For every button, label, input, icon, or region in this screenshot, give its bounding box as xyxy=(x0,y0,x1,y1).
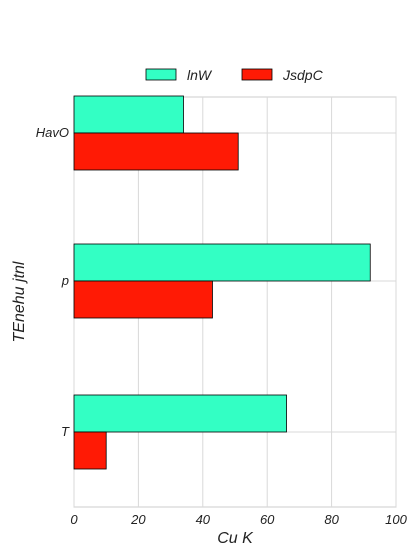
legend-swatch-series-2 xyxy=(242,69,272,80)
y-tick-labels: HavO p T xyxy=(36,125,70,439)
x-tick-label-100: 100 xyxy=(385,512,407,527)
y-tick-label-HavO: HavO xyxy=(36,125,69,140)
bar-lnW-p xyxy=(74,244,370,281)
legend-swatch-series-1 xyxy=(146,69,176,80)
x-tick-label-40: 40 xyxy=(196,512,211,527)
x-axis-title: Cu K xyxy=(217,530,254,547)
x-tick-label-20: 20 xyxy=(130,512,146,527)
legend-label-series-1: lnW xyxy=(187,67,213,83)
bar-JsdpC-HavO xyxy=(74,133,238,170)
bar-lnW-HavO xyxy=(74,96,183,133)
legend-label-series-2: JsdpC xyxy=(282,67,324,83)
x-tick-label-60: 60 xyxy=(260,512,275,527)
bar-lnW-T xyxy=(74,395,287,432)
y-axis-title: TEnehu jtnl xyxy=(11,261,28,342)
x-tick-label-0: 0 xyxy=(70,512,78,527)
y-tick-label-p: p xyxy=(61,273,69,288)
bar-JsdpC-T xyxy=(74,432,106,469)
legend: lnW JsdpC xyxy=(146,67,324,83)
x-tick-labels: 0 20 40 60 80 100 xyxy=(70,512,407,527)
x-tick-label-80: 80 xyxy=(324,512,339,527)
bar-JsdpC-p xyxy=(74,281,212,318)
y-tick-label-T: T xyxy=(61,424,70,439)
